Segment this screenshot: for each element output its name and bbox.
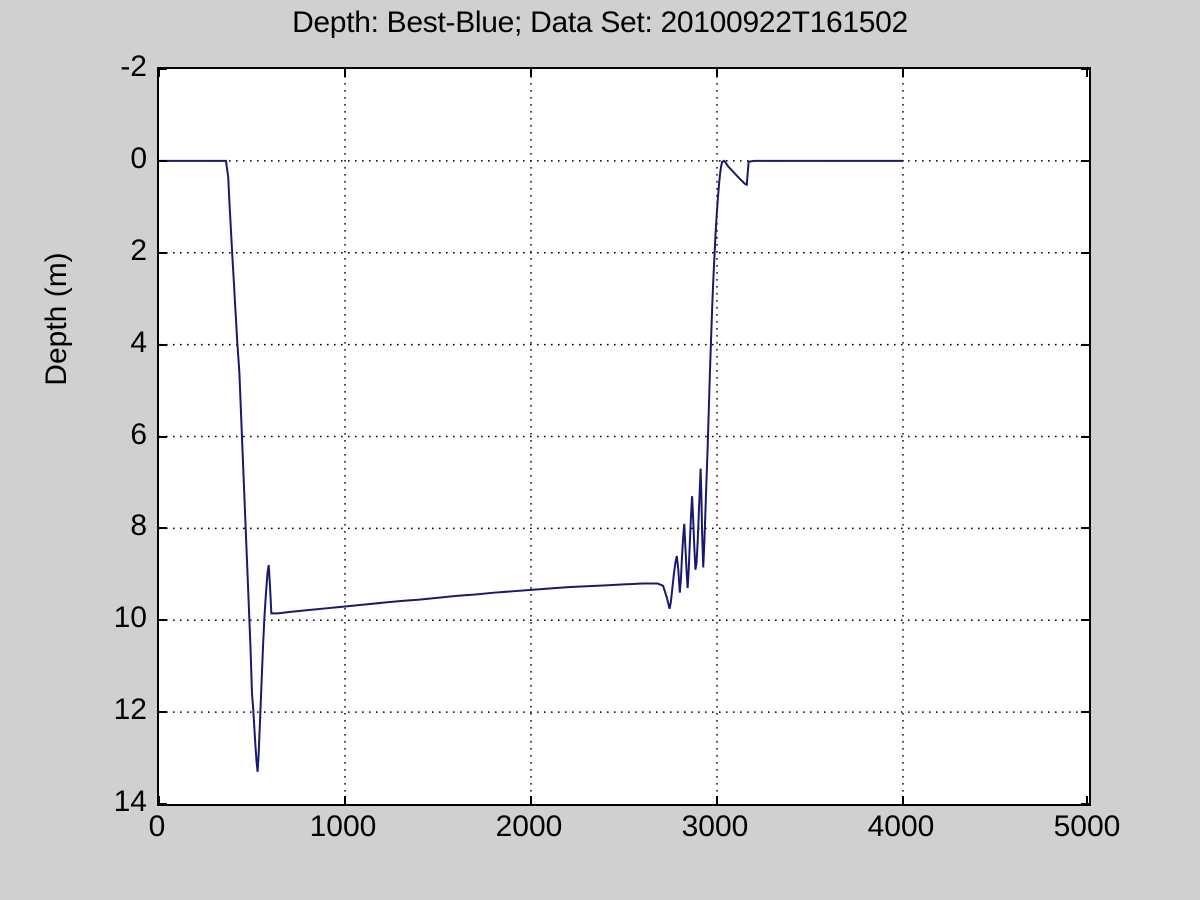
x-tick-mark	[158, 796, 160, 804]
y-tick-label: 6	[130, 417, 147, 451]
y-tick-mark	[159, 711, 167, 714]
x-tick-label: 4000	[867, 810, 935, 843]
y-tick-mark	[1081, 251, 1089, 254]
x-tick-mark	[344, 69, 346, 77]
plot-axes-area	[157, 67, 1091, 806]
y-tick-mark	[159, 343, 167, 346]
x-tick-mark	[344, 796, 346, 804]
y-tick-label: 8	[130, 509, 147, 543]
x-tick-label: 5000	[1053, 810, 1121, 843]
y-tick-label: 12	[113, 693, 147, 727]
x-tick-mark	[158, 69, 160, 77]
y-tick-mark	[159, 527, 167, 530]
y-tick-mark	[159, 435, 167, 438]
y-tick-label: 4	[130, 325, 147, 359]
x-axis-tick-labels: 0 1000 2000 3000 4000 5000	[149, 810, 1121, 850]
gridlines	[159, 69, 1089, 804]
y-tick-mark	[1081, 159, 1089, 162]
y-tick-mark	[159, 159, 167, 162]
x-tick-label: 2000	[495, 810, 563, 843]
x-tick-mark	[1086, 796, 1088, 804]
y-tick-mark	[1081, 435, 1089, 438]
page-title: Depth: Best-Blue; Data Set: 20100922T161…	[292, 6, 908, 39]
x-tick-mark	[530, 69, 532, 77]
x-tick-mark	[902, 69, 904, 77]
depth-profile-plot	[159, 69, 1089, 804]
y-tick-mark	[159, 803, 167, 805]
x-tick-mark	[902, 796, 904, 804]
data-line-depth	[159, 159, 903, 772]
y-tick-mark	[1081, 343, 1089, 346]
y-tick-label: 0	[130, 141, 147, 175]
x-tick-label: 3000	[681, 810, 749, 843]
data-series-layer	[159, 159, 903, 772]
y-tick-mark	[1081, 68, 1089, 70]
y-axis-tick-labels: -2 0 2 4 6 8 10 12 14	[95, 50, 147, 818]
y-tick-mark	[1081, 527, 1089, 530]
y-tick-label: 10	[113, 601, 147, 635]
y-tick-mark	[1081, 803, 1089, 805]
y-tick-mark	[1081, 711, 1089, 714]
y-tick-mark	[159, 619, 167, 622]
y-tick-mark	[159, 251, 167, 254]
x-tick-mark	[716, 796, 718, 804]
y-axis-label: Depth (m)	[40, 252, 73, 386]
y-tick-mark	[159, 68, 167, 70]
x-tick-label: 1000	[309, 810, 377, 843]
y-tick-label: 2	[130, 233, 147, 267]
y-tick-label: -2	[120, 50, 147, 83]
x-tick-mark	[1086, 69, 1088, 77]
x-tick-mark	[716, 69, 718, 77]
x-tick-mark	[530, 796, 532, 804]
x-tick-label: 0	[148, 810, 166, 843]
y-tick-label: 14	[113, 785, 147, 818]
y-tick-mark	[1081, 619, 1089, 622]
